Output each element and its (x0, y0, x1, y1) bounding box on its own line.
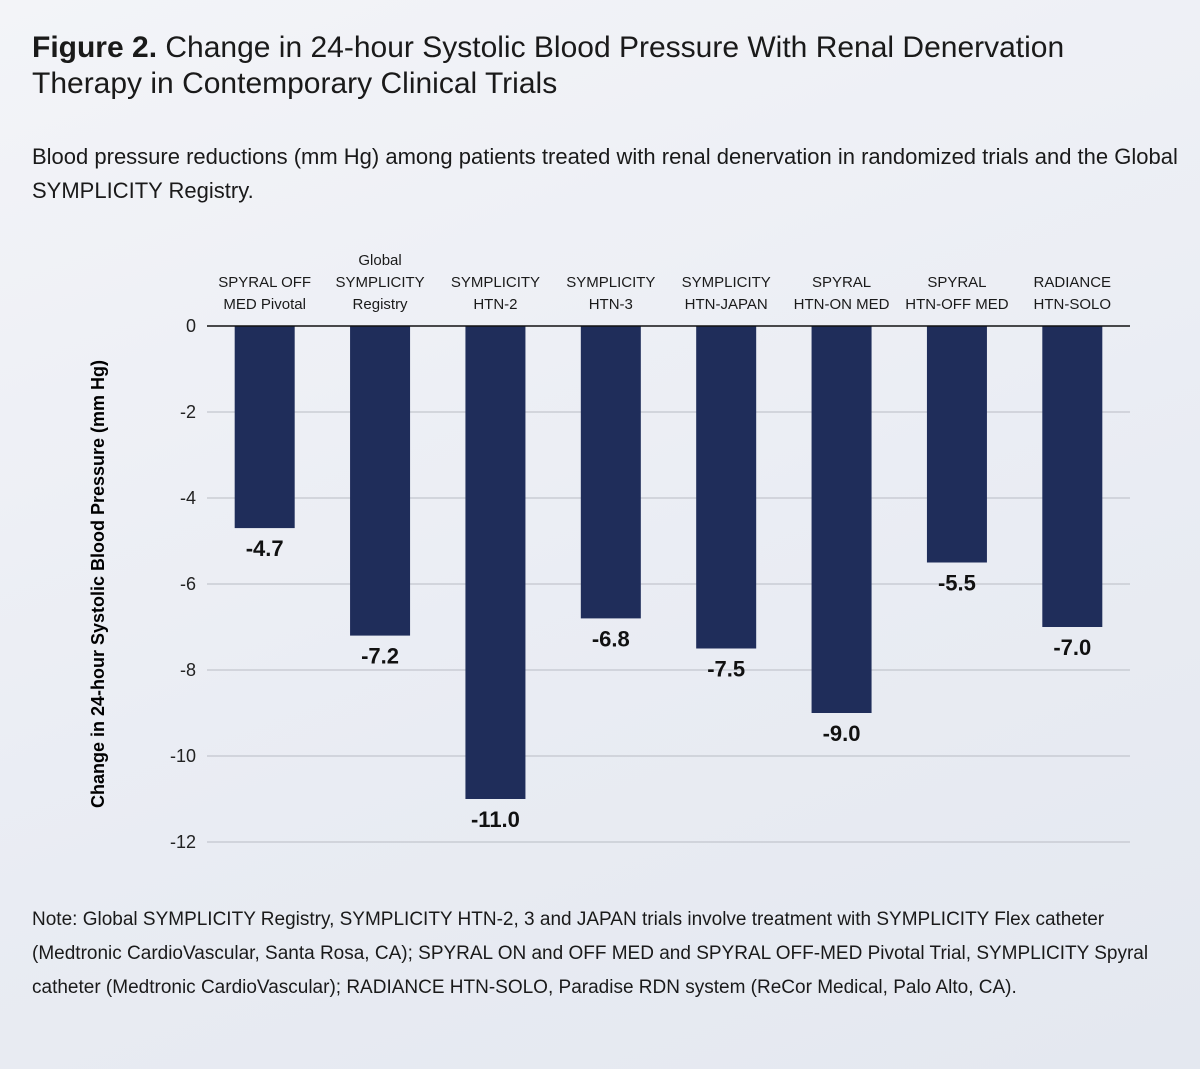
value-label: -5.5 (938, 571, 976, 596)
y-tick-label: -8 (180, 660, 196, 680)
category-label: SYMPLICITY HTN-JAPAN (681, 274, 771, 313)
value-label: -7.2 (361, 644, 399, 669)
value-label: -7.0 (1053, 635, 1091, 660)
y-tick-label: -12 (170, 832, 196, 852)
category-label: Global SYMPLICITY Registry (335, 252, 425, 313)
title-text: Change in 24-hour Systolic Blood Pressur… (32, 31, 1065, 100)
bar (465, 326, 526, 799)
bar (350, 326, 411, 636)
y-tick-label: -6 (180, 574, 196, 594)
subtitle: Blood pressure reductions (mm Hg) among … (32, 144, 1178, 203)
note: Note: Global SYMPLICITY Registry, SYMPLI… (32, 909, 1149, 998)
bar (234, 326, 295, 529)
value-label: -4.7 (246, 536, 284, 561)
title: Figure 2. Change in 24-hour Systolic Blo… (32, 30, 1152, 102)
category-label: SPYRAL HTN-ON MED (793, 274, 890, 313)
y-tick-label: 0 (186, 316, 196, 336)
bar (926, 326, 987, 563)
bar (580, 326, 641, 619)
category-label: SYMPLICITY HTN-2 (450, 274, 541, 313)
category-label: SPYRAL HTN-OFF MED (905, 274, 1009, 313)
value-label: -7.5 (707, 657, 745, 682)
y-tick-label: -2 (180, 402, 196, 422)
value-label: -11.0 (471, 807, 520, 832)
bar (811, 326, 872, 713)
category-label: SPYRAL OFF MED Pivotal (218, 274, 312, 313)
value-label: -9.0 (823, 721, 861, 746)
category-label: SYMPLICITY HTN-3 (566, 274, 656, 313)
bar (696, 326, 757, 649)
y-tick-label: -4 (180, 488, 196, 508)
title-label: Figure 2. (32, 31, 158, 64)
y-axis-label: Change in 24-hour Systolic Blood Pressur… (88, 360, 108, 808)
value-label: -6.8 (592, 626, 630, 651)
y-tick-label: -10 (170, 746, 196, 766)
category-label: RADIANCE HTN-SOLO (1033, 274, 1112, 313)
bar (1042, 326, 1103, 627)
